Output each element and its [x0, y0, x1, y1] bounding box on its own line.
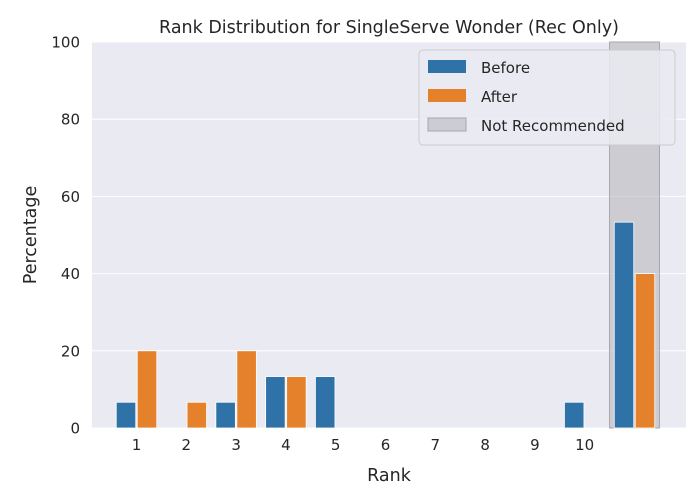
y-tick-label: 60: [61, 188, 80, 206]
x-tick-label: 6: [381, 436, 391, 454]
x-tick-label: 8: [480, 436, 490, 454]
bar-after: [286, 376, 307, 429]
legend-label-not-recommended: Not Recommended: [481, 117, 625, 135]
y-tick-label: 20: [61, 342, 80, 360]
bar-before: [564, 401, 585, 429]
bars: [115, 221, 656, 429]
y-tick-labels: 0 20 40 60 80 100: [51, 34, 80, 438]
bar-before: [265, 376, 286, 429]
bar-before: [115, 401, 137, 429]
x-tick-labels: 1 2 3 4 5 6 7 8 9 10: [132, 436, 595, 454]
legend-swatch-after: [428, 89, 466, 102]
y-axis-label: Percentage: [21, 186, 41, 284]
x-tick-label: 1: [132, 436, 142, 454]
legend-swatch-not-recommended: [427, 117, 467, 132]
x-axis-label: Rank: [367, 466, 412, 486]
legend-label-after: After: [481, 88, 518, 106]
bar-before: [315, 376, 336, 429]
bar-after: [136, 350, 158, 429]
x-tick-label: 2: [182, 436, 192, 454]
x-tick-label: 10: [575, 436, 594, 454]
x-tick-label: 9: [530, 436, 540, 454]
y-tick-label: 80: [61, 111, 80, 129]
legend-label-before: Before: [481, 59, 530, 77]
x-tick-label: 4: [281, 436, 291, 454]
bar-after: [236, 350, 257, 429]
y-tick-label: 100: [51, 34, 80, 52]
x-tick-label: 7: [431, 436, 441, 454]
y-tick-label: 0: [70, 420, 80, 438]
legend-box: [418, 49, 676, 146]
bar-after: [634, 273, 656, 429]
bar-before: [613, 221, 635, 429]
legend: Before After Not Recommended: [418, 49, 676, 146]
chart-title: Rank Distribution for SingleServe Wonder…: [159, 18, 619, 38]
x-tick-label: 5: [331, 436, 341, 454]
bar-after: [186, 401, 207, 429]
x-tick-label: 3: [231, 436, 241, 454]
bar-before: [215, 401, 236, 429]
y-tick-label: 40: [61, 265, 80, 283]
legend-swatch-before: [428, 60, 466, 73]
